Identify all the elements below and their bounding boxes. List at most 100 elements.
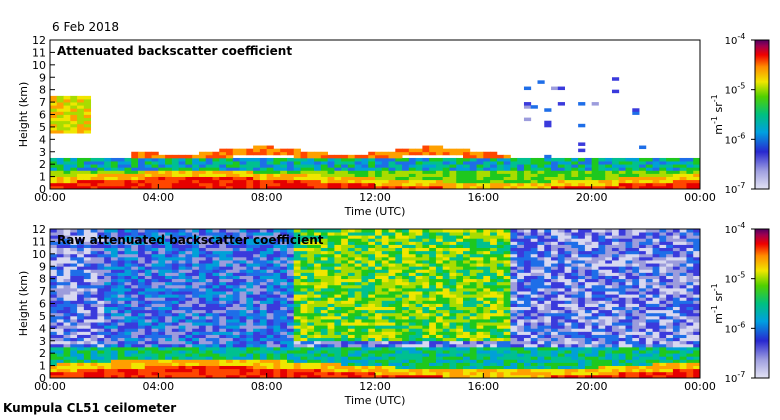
heatmap-cell	[198, 331, 207, 335]
heatmap-cell	[97, 359, 105, 363]
heatmap-cell	[327, 238, 335, 242]
heatmap-cell	[192, 272, 200, 276]
heatmap-cell	[544, 266, 552, 270]
heatmap-cell	[388, 157, 396, 162]
heatmap-cell	[368, 232, 376, 236]
heatmap-cell	[144, 154, 152, 159]
heatmap-cell	[564, 315, 572, 320]
heatmap-cell	[463, 322, 471, 326]
heatmap-cell	[110, 260, 119, 264]
heatmap-cell	[517, 328, 525, 332]
heatmap-cell	[422, 247, 430, 252]
heatmap-cell	[50, 117, 58, 122]
heatmap-cell	[510, 167, 518, 171]
heatmap-cell	[259, 263, 268, 267]
heatmap-cell	[300, 359, 308, 363]
heatmap-cell	[449, 365, 457, 370]
heatmap-cell	[517, 179, 525, 184]
heatmap-cell	[280, 266, 288, 270]
heatmap-cell	[557, 281, 565, 286]
heatmap-cell	[104, 340, 112, 345]
heatmap-cell	[171, 232, 180, 236]
heatmap-cell	[83, 114, 92, 118]
heatmap-cell	[327, 359, 335, 363]
heatmap-cell	[544, 303, 552, 307]
heatmap-cell	[408, 303, 417, 307]
heatmap-cell	[435, 303, 444, 307]
heatmap-cell	[90, 256, 98, 261]
heatmap-cell	[198, 250, 207, 255]
heatmap-cell	[429, 176, 437, 181]
heatmap-cell	[83, 350, 92, 354]
heatmap-cell	[463, 256, 471, 261]
heatmap-cell	[361, 278, 369, 283]
heatmap-cell	[557, 291, 565, 295]
heatmap-cell	[293, 312, 301, 317]
heatmap-cell	[449, 185, 457, 189]
heatmap-cell	[185, 340, 193, 345]
heatmap-cell	[97, 315, 105, 320]
heatmap-cell	[476, 356, 484, 360]
heatmap-cell	[300, 309, 308, 314]
heatmap-cell	[381, 167, 389, 171]
heatmap-cell	[523, 365, 532, 370]
heatmap-cell	[347, 319, 356, 323]
heatmap-cell	[171, 173, 180, 177]
heatmap-cell	[388, 167, 396, 171]
heatmap-cell	[530, 334, 538, 339]
heatmap-cell	[469, 247, 477, 252]
heatmap-cell	[618, 185, 626, 189]
heatmap-cell	[198, 253, 207, 258]
heatmap-cell	[334, 303, 342, 307]
heatmap-cell	[97, 309, 105, 314]
heatmap-cell	[232, 232, 240, 236]
heatmap-cell	[110, 297, 119, 301]
heatmap-cell	[63, 117, 71, 122]
heatmap-cell	[334, 278, 342, 283]
heatmap-cell	[429, 300, 437, 304]
heatmap-cell	[117, 284, 125, 289]
heatmap-cell	[327, 365, 335, 370]
heatmap-cell	[476, 154, 484, 159]
heatmap-cell	[537, 182, 545, 187]
heatmap-cell	[178, 319, 186, 323]
heatmap-cell	[368, 350, 376, 354]
heatmap-cell	[375, 284, 383, 289]
heatmap-cell	[144, 238, 152, 242]
heatmap-cell	[56, 275, 64, 280]
heatmap-cell	[375, 176, 383, 181]
heatmap-cell	[578, 343, 586, 348]
heatmap-cell	[56, 253, 64, 258]
heatmap-cell	[300, 238, 308, 242]
heatmap-cell	[117, 334, 125, 339]
heatmap-cell	[347, 266, 356, 270]
heatmap-cell	[334, 359, 342, 363]
heatmap-cell	[83, 161, 92, 165]
heatmap-cell	[517, 244, 525, 249]
heatmap-cell	[517, 247, 525, 252]
heatmap-cell	[408, 232, 417, 236]
heatmap-cell	[219, 250, 227, 255]
heatmap-cell	[327, 325, 335, 329]
heatmap-cell	[77, 130, 85, 134]
heatmap-cell	[171, 263, 180, 267]
heatmap-cell	[327, 350, 335, 354]
heatmap-cell	[158, 164, 166, 168]
heatmap-cell	[571, 346, 579, 351]
heatmap-cell	[557, 374, 565, 378]
heatmap-cell	[557, 284, 565, 289]
heatmap-cell	[185, 291, 193, 295]
heatmap-cell	[63, 331, 71, 335]
heatmap-cell	[171, 340, 180, 345]
heatmap-cell	[50, 350, 58, 354]
heatmap-cell	[165, 334, 173, 339]
heatmap-cell	[544, 337, 552, 342]
heatmap-cell	[300, 356, 308, 360]
heatmap-cell	[341, 176, 349, 181]
heatmap-cell	[551, 312, 559, 317]
heatmap-cell	[158, 179, 166, 184]
heatmap-cell	[63, 359, 71, 363]
heatmap-cell	[293, 235, 301, 239]
heatmap-cell	[77, 161, 85, 165]
heatmap-cell	[659, 161, 667, 165]
